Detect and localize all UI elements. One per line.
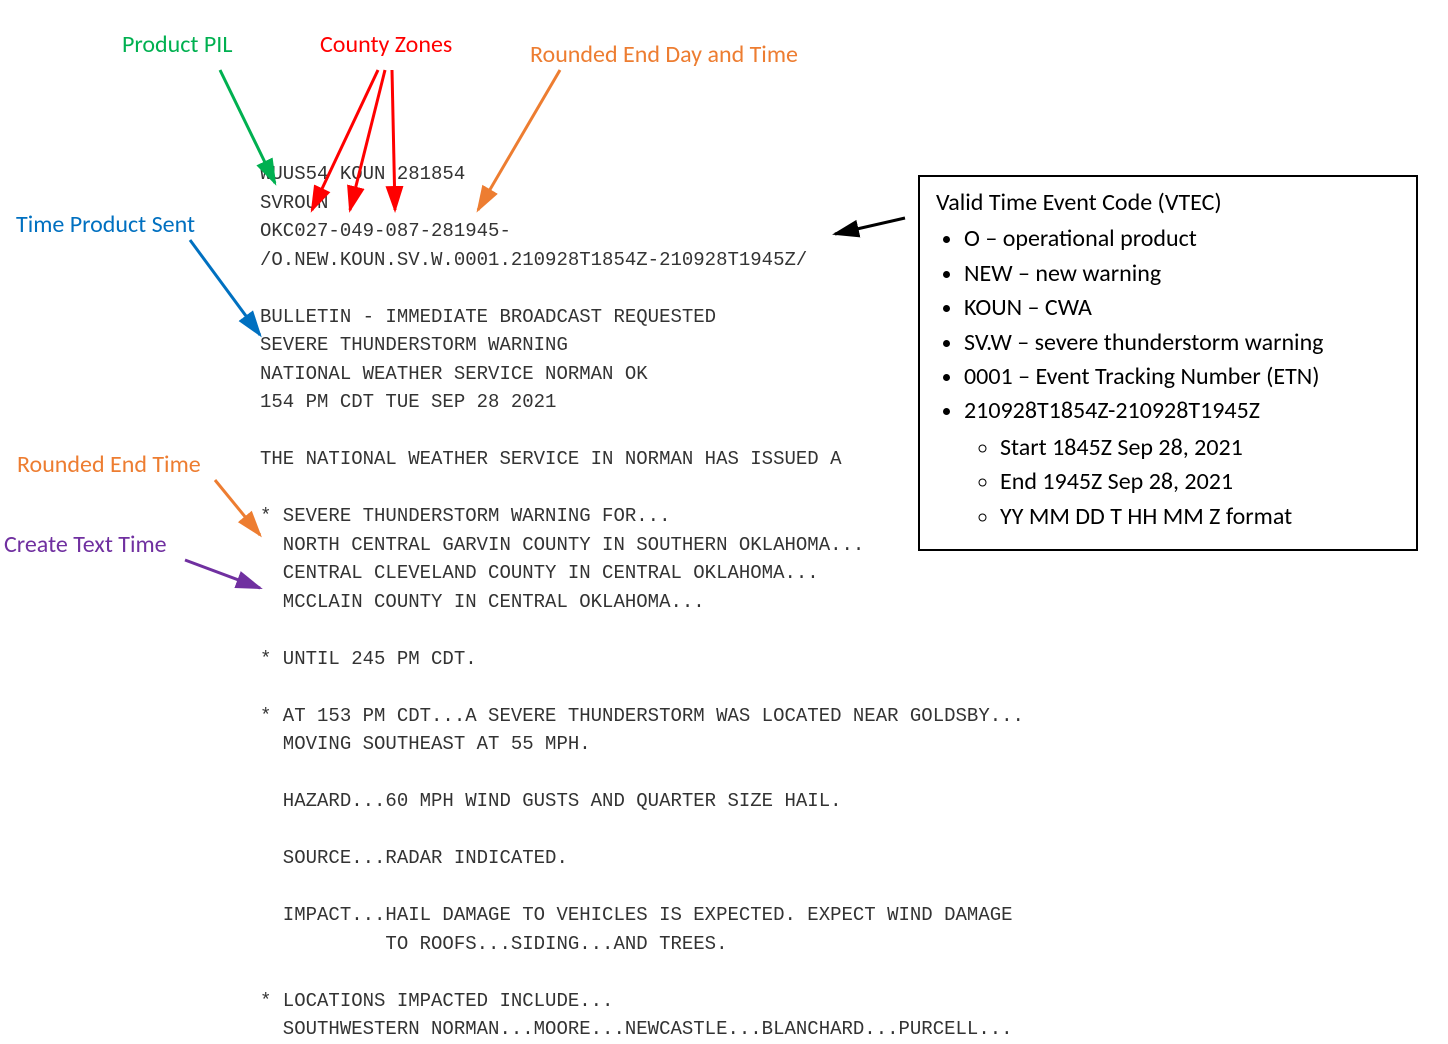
bulletin-line: * AT 153 PM CDT...A SEVERE THUNDERSTORM … xyxy=(260,705,1024,727)
bulletin-line: CENTRAL CLEVELAND COUNTY IN CENTRAL OKLA… xyxy=(260,562,819,584)
vtec-subitem: YY MM DD T HH MM Z format xyxy=(1000,501,1400,533)
vtec-subitem: Start 1845Z Sep 28, 2021 xyxy=(1000,432,1400,464)
bulletin-text: WUUS54 KOUN 281854 SVROUN OKC027-049-087… xyxy=(260,160,1024,1044)
label-rounded-end-time: Rounded End Time xyxy=(17,450,201,479)
bulletin-line: HAZARD...60 MPH WIND GUSTS AND QUARTER S… xyxy=(260,790,842,812)
vtec-subitem: End 1945Z Sep 28, 2021 xyxy=(1000,466,1400,498)
bulletin-line: NORTH CENTRAL GARVIN COUNTY IN SOUTHERN … xyxy=(260,534,864,556)
arrow-rounded-end-time xyxy=(215,480,260,535)
label-time-product-sent: Time Product Sent xyxy=(16,210,195,239)
vtec-item: 210928T1854Z-210928T1945Z Start 1845Z Se… xyxy=(964,395,1400,533)
bulletin-line: * SEVERE THUNDERSTORM WARNING FOR... xyxy=(260,505,670,527)
label-rounded-end-day-time: Rounded End Day and Time xyxy=(530,40,798,69)
bulletin-line: 154 PM CDT TUE SEP 28 2021 xyxy=(260,391,556,413)
vtec-item: KOUN – CWA xyxy=(964,292,1400,324)
vtec-box: Valid Time Event Code (VTEC) O – operati… xyxy=(918,175,1418,551)
vtec-item: 0001 – Event Tracking Number (ETN) xyxy=(964,361,1400,393)
bulletin-line: * LOCATIONS IMPACTED INCLUDE... xyxy=(260,990,613,1012)
bulletin-line: /O.NEW.KOUN.SV.W.0001.210928T1854Z-21092… xyxy=(260,249,807,271)
bulletin-line: WUUS54 KOUN 281854 xyxy=(260,163,465,185)
vtec-item: O – operational product xyxy=(964,223,1400,255)
bulletin-line: SOUTHWESTERN NORMAN...MOORE...NEWCASTLE.… xyxy=(260,1018,1013,1040)
bulletin-line: MOVING SOUTHEAST AT 55 MPH. xyxy=(260,733,591,755)
vtec-title: Valid Time Event Code (VTEC) xyxy=(936,187,1400,219)
bulletin-line: SOURCE...RADAR INDICATED. xyxy=(260,847,568,869)
label-create-text-time: Create Text Time xyxy=(4,530,167,559)
label-product-pil: Product PIL xyxy=(122,30,232,59)
bulletin-line: SVROUN xyxy=(260,192,328,214)
bulletin-line: BULLETIN - IMMEDIATE BROADCAST REQUESTED xyxy=(260,306,716,328)
arrow-time-product-sent xyxy=(190,240,260,335)
bulletin-line: THE NATIONAL WEATHER SERVICE IN NORMAN H… xyxy=(260,448,842,470)
label-county-zones: County Zones xyxy=(320,30,452,59)
vtec-item-text: 210928T1854Z-210928T1945Z xyxy=(964,396,1260,425)
bulletin-line: * UNTIL 245 PM CDT. xyxy=(260,648,477,670)
bulletin-line: MCCLAIN COUNTY IN CENTRAL OKLAHOMA... xyxy=(260,591,705,613)
bulletin-line: IMPACT...HAIL DAMAGE TO VEHICLES IS EXPE… xyxy=(260,904,1013,926)
arrow-create-text-time xyxy=(185,560,260,588)
vtec-item: SV.W – severe thunderstorm warning xyxy=(964,327,1400,359)
bulletin-line: NATIONAL WEATHER SERVICE NORMAN OK xyxy=(260,363,648,385)
bulletin-line: TO ROOFS...SIDING...AND TREES. xyxy=(260,933,727,955)
bulletin-line: OKC027-049-087-281945- xyxy=(260,220,511,242)
bulletin-line: SEVERE THUNDERSTORM WARNING xyxy=(260,334,568,356)
vtec-item: NEW – new warning xyxy=(964,258,1400,290)
